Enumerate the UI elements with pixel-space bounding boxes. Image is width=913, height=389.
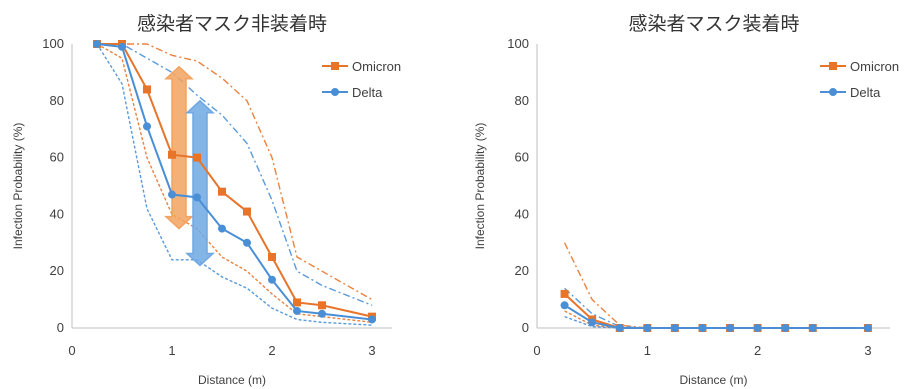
y-tick-label: 60	[515, 150, 529, 165]
legend-marker	[829, 88, 837, 96]
data-point	[318, 309, 326, 318]
x-axis-label: Distance (m)	[679, 373, 747, 387]
y-tick-label: 40	[50, 206, 64, 221]
y-tick-label: 20	[50, 263, 64, 278]
y-tick-label: 40	[515, 206, 529, 221]
data-point	[368, 315, 376, 324]
data-point	[808, 324, 817, 332]
y-tick-label: 0	[57, 320, 64, 335]
series-upper-bound	[563, 242, 868, 329]
legend-label: Omicron	[850, 59, 899, 74]
legend-label: Delta	[352, 85, 383, 100]
data-point	[218, 187, 226, 196]
data-point	[615, 324, 624, 332]
x-tick-label: 3	[864, 343, 871, 358]
data-point	[168, 190, 176, 199]
data-point	[753, 324, 762, 332]
x-tick-label: 2	[268, 343, 275, 358]
legend-marker	[829, 62, 837, 70]
range-arrow	[164, 65, 194, 230]
data-point	[168, 150, 176, 159]
data-point	[143, 85, 151, 94]
x-tick-label: 1	[644, 343, 651, 358]
data-point	[318, 301, 326, 310]
x-tick-label: 0	[533, 343, 540, 358]
data-point	[698, 324, 707, 332]
series-upper-bound	[564, 287, 868, 329]
data-point	[93, 40, 101, 48]
data-point	[218, 224, 226, 233]
y-tick-label: 60	[50, 150, 64, 165]
x-tick-label: 0	[68, 343, 75, 358]
chart-title: 感染者マスク非装着時	[137, 13, 327, 35]
data-point	[118, 42, 126, 51]
series-upper-bound	[97, 43, 373, 301]
y-tick-label: 20	[515, 263, 529, 278]
data-point	[781, 324, 790, 332]
data-point	[193, 193, 201, 202]
data-point	[588, 318, 597, 327]
data-point	[243, 207, 251, 216]
data-point	[726, 324, 735, 332]
data-point	[143, 122, 151, 131]
data-point	[560, 301, 569, 310]
range-arrow	[185, 99, 215, 267]
x-tick-label: 1	[168, 343, 175, 358]
data-point	[243, 238, 251, 247]
data-point	[293, 298, 301, 307]
series-upper-bound	[97, 43, 373, 306]
y-tick-label: 80	[50, 93, 64, 108]
legend-marker	[331, 88, 339, 96]
data-point	[560, 289, 569, 298]
chart-title: 感染者マスク装着時	[628, 13, 799, 35]
data-point	[643, 324, 652, 332]
legend-label: Delta	[850, 85, 881, 100]
y-tick-label: 0	[522, 320, 529, 335]
y-tick-label: 100	[507, 36, 529, 51]
series-line	[96, 43, 373, 321]
series-lower-bound	[96, 43, 373, 324]
data-point	[293, 306, 301, 315]
data-point	[670, 324, 679, 332]
data-point	[193, 153, 201, 162]
y-axis-label: Infection Probability (%)	[473, 123, 487, 250]
series-lower-bound	[96, 43, 373, 326]
data-point	[268, 275, 276, 284]
chart-panel-1: 感染者マスク非装着時 0 20 40 60 80 100 0 1 2 3 Distance (m) In…	[11, 13, 401, 387]
y-tick-label: 80	[515, 93, 529, 108]
x-tick-label: 3	[368, 343, 375, 358]
x-tick-label: 2	[754, 343, 761, 358]
x-axis-label: Distance (m)	[198, 373, 266, 387]
data-point	[268, 253, 276, 261]
chart-panel-2: 感染者マスク装着時 0 20 40 60 80 100 0 1 2 3 Distance (m) Inf…	[473, 13, 899, 387]
y-axis-label: Infection Probability (%)	[11, 123, 25, 250]
y-tick-label: 100	[42, 36, 64, 51]
legend-label: Omicron	[352, 59, 401, 74]
legend-marker	[331, 62, 339, 70]
series-line	[563, 293, 868, 329]
data-point	[863, 324, 872, 332]
